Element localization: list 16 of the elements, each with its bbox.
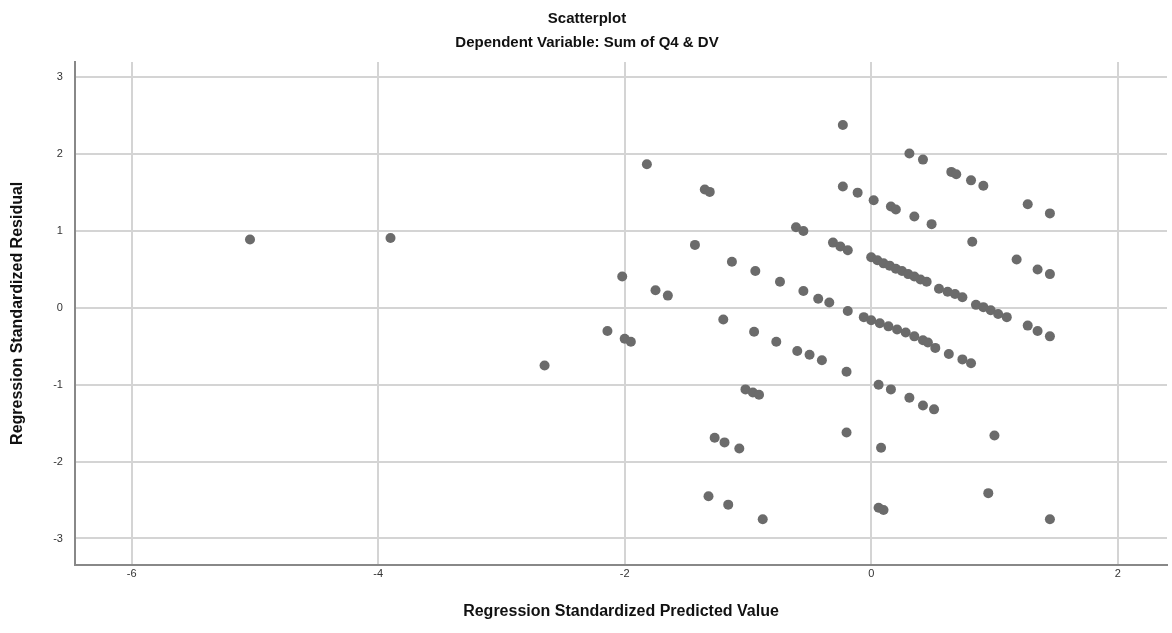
x-tick-label: -2 [619,567,630,580]
chart-subtitle: Dependent Variable: Sum of Q4 & DV [455,33,719,51]
x-tick-label: 0 [868,567,875,580]
y-tick-label: -2 [53,454,63,467]
y-tick-label: -3 [53,531,63,544]
y-tick-label: -1 [53,377,63,390]
x-axis-title: Regression Standardized Predicted Value [463,601,779,619]
y-tick-label: 0 [56,300,63,313]
chart-title: Scatterplot [547,9,627,27]
y-tick-label: 1 [56,224,63,237]
y-axis-title: Regression Standardized Residual [8,181,26,445]
y-tick-label: 2 [56,147,63,160]
y-tick-label: 3 [56,70,63,83]
x-tick-label: 2 [1114,567,1121,580]
x-tick-label: -4 [373,567,384,580]
x-tick-label: -6 [126,567,137,580]
